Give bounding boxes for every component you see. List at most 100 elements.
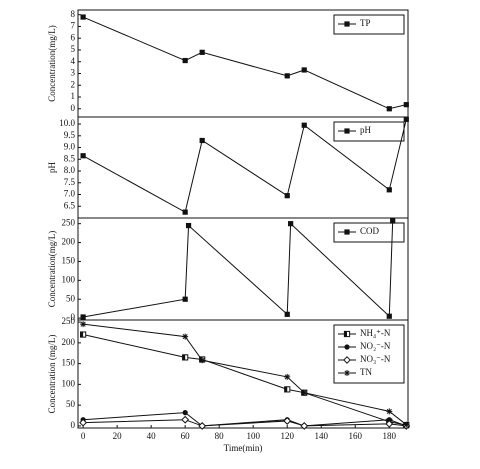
y-tick-label: 50	[66, 399, 76, 409]
marker	[301, 67, 307, 73]
series-line	[82, 334, 407, 426]
marker	[283, 417, 292, 425]
y-tick-label: 3	[71, 68, 76, 78]
y-tick-label: 4	[71, 56, 76, 66]
marker	[199, 357, 206, 364]
y-tick-label: 7	[71, 21, 76, 31]
marker	[344, 344, 350, 350]
y-tick-label: 250	[62, 218, 76, 228]
y-tick-label: 6.5	[64, 200, 76, 210]
marker	[386, 313, 392, 319]
marker	[182, 57, 188, 64]
marker	[390, 218, 396, 224]
marker	[344, 370, 350, 376]
marker	[80, 321, 87, 328]
marker	[80, 14, 86, 20]
x-tick-label: 120	[280, 431, 294, 441]
x-tick-label: 40	[147, 431, 157, 441]
marker-half	[344, 331, 347, 337]
plot-frame	[77, 217, 409, 321]
legend-label: NO₃⁻-N	[360, 354, 391, 364]
marker	[386, 417, 392, 423]
marker-half	[80, 331, 84, 338]
marker	[344, 128, 350, 134]
legend-box	[333, 222, 405, 243]
marker	[343, 330, 351, 338]
marker	[199, 49, 205, 55]
x-tick-label: 20	[113, 431, 123, 441]
series-line	[82, 16, 407, 110]
marker	[284, 373, 291, 380]
legend-label: NH₄⁺-N	[360, 328, 391, 338]
marker	[344, 229, 350, 235]
marker	[284, 73, 290, 79]
marker	[288, 221, 294, 227]
x-tick-label: 160	[349, 431, 363, 441]
plot-frame	[77, 319, 409, 429]
marker	[80, 153, 86, 159]
y-tick-label: 250	[62, 316, 76, 326]
marker-half	[182, 354, 186, 360]
x-tick-label: 60	[181, 431, 191, 441]
y-tick-label: 50	[66, 293, 76, 303]
marker	[403, 421, 410, 428]
y-tick-label: 150	[62, 256, 76, 266]
y-tick-label: 2	[71, 79, 76, 89]
series-line	[82, 119, 407, 213]
y-tick-label: 100	[62, 378, 76, 388]
legend-label: COD	[360, 226, 380, 236]
marker-half	[284, 386, 288, 392]
y-tick-label: 7.5	[64, 177, 76, 187]
y-tick-label: 1	[71, 91, 76, 101]
marker	[301, 122, 307, 128]
marker	[181, 415, 190, 424]
y-tick-label: 8.5	[64, 153, 76, 163]
y-tick-label: 150	[62, 358, 76, 368]
y-tick-label: 7.0	[64, 189, 76, 199]
marker	[403, 116, 409, 122]
marker	[344, 21, 350, 27]
y-tick-label: 6	[71, 32, 76, 42]
y-tick-label: 8.0	[64, 165, 76, 175]
y-tick-label: 8	[71, 9, 76, 19]
marker	[386, 106, 392, 112]
marker	[385, 419, 394, 428]
marker	[284, 386, 291, 393]
y-axis-label: Concentration(mg/L)	[47, 25, 57, 101]
legend-label: pH	[360, 125, 372, 135]
x-tick-label: 100	[246, 431, 260, 441]
legend-box	[333, 14, 405, 35]
marker	[182, 296, 188, 302]
marker	[80, 314, 86, 320]
marker	[284, 311, 290, 317]
y-tick-label: 100	[62, 274, 76, 284]
y-tick-label: 9.5	[64, 130, 76, 140]
marker	[403, 102, 409, 108]
y-tick-label: 200	[62, 237, 76, 247]
legend-box	[333, 324, 405, 384]
y-tick-label: 0	[71, 312, 76, 322]
marker	[284, 193, 290, 199]
y-tick-label: 10.0	[59, 118, 75, 128]
marker	[182, 209, 188, 215]
x-tick-label: 180	[383, 431, 397, 441]
marker	[300, 422, 309, 430]
marker	[79, 418, 88, 427]
marker	[182, 333, 189, 340]
marker	[80, 331, 87, 338]
x-tick-label: 0	[81, 431, 86, 441]
marker	[386, 187, 392, 193]
y-axis-label: Concentration (mg/L)	[47, 335, 57, 414]
marker	[386, 408, 393, 415]
legend-label: NO₂⁻-N	[360, 341, 391, 351]
y-tick-label: 0	[71, 420, 76, 430]
marker	[198, 422, 207, 430]
marker	[199, 137, 205, 144]
marker	[182, 410, 188, 416]
x-axis-label: Time(min)	[224, 443, 263, 453]
x-tick-label: 140	[314, 431, 328, 441]
marker	[185, 222, 192, 229]
marker	[301, 389, 308, 396]
legend-label: TN	[360, 367, 372, 377]
